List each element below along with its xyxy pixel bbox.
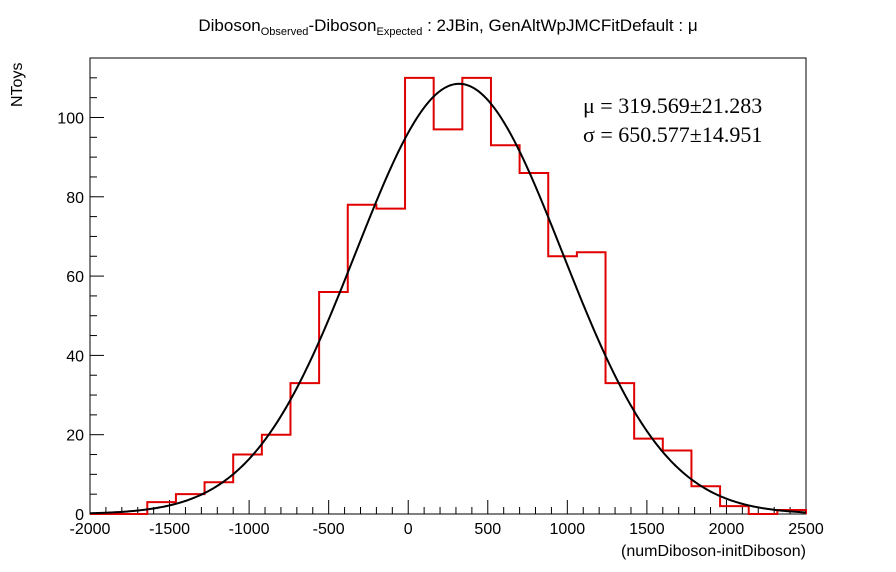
y-tick-label: 60 [66, 269, 84, 286]
x-tick-label: 2500 [788, 521, 824, 538]
stats-mean: μ = 319.569±21.283 [583, 93, 762, 118]
x-tick-label: 0 [404, 521, 413, 538]
chart-title: DibosonObserved-DibosonExpected : 2JBin,… [198, 16, 698, 38]
y-tick-label: 100 [57, 110, 84, 127]
x-tick-label: -1000 [229, 521, 270, 538]
x-tick-label: -2000 [70, 521, 111, 538]
gaussian-fit-curve [89, 82, 807, 515]
x-tick-label: 1000 [550, 521, 586, 538]
y-tick-label: 40 [66, 348, 84, 365]
y-tick-label: 20 [66, 428, 84, 445]
x-tick-label: 2000 [709, 521, 745, 538]
x-axis-label: (numDiboson-initDiboson) [621, 543, 806, 560]
plot-frame [89, 57, 807, 515]
x-tick-label: 1500 [629, 521, 665, 538]
y-axis-label: NToys [9, 63, 26, 107]
y-tick-label: 80 [66, 190, 84, 207]
y-tick-label: 0 [75, 507, 84, 524]
x-tick-label: -500 [313, 521, 345, 538]
stats-sigma: σ = 650.577±14.951 [583, 122, 762, 147]
x-tick-label: 500 [474, 521, 501, 538]
x-tick-label: -1500 [149, 521, 190, 538]
